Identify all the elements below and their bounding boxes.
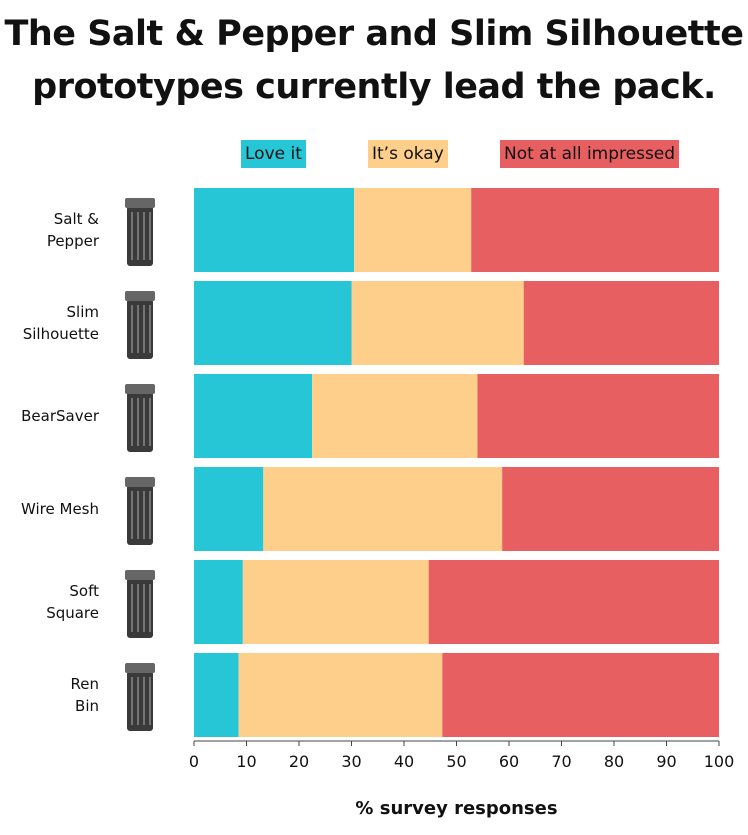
bar-slim-silhouette-not-at-all-impressed [523,281,719,365]
bar-bearsaver-it-s-okay [312,374,478,458]
trash-can-icon [125,198,155,266]
trash-can-icon [125,477,155,545]
bar-bearsaver-love-it [194,374,313,458]
bar-soft-square-not-at-all-impressed [428,560,719,644]
x-tick-label-50: 50 [446,752,466,771]
category-label-wire-mesh: Wire Mesh [21,500,99,518]
category-label-bearsaver: BearSaver [21,407,100,425]
bar-soft-square-love-it [194,560,243,644]
x-tick-label-60: 60 [499,752,519,771]
trash-can-icon [125,384,155,452]
x-tick-label-40: 40 [394,752,414,771]
x-tick-label-70: 70 [551,752,571,771]
category-label-salt-pepper: Salt & Pepper [47,210,100,250]
bar-salt-pepper-not-at-all-impressed [471,188,719,272]
legend-not-impressed: Not at all impressed [500,140,680,168]
bar-ren-bin-it-s-okay [238,653,443,737]
bar-soft-square-it-s-okay [242,560,429,644]
category-label-slim-silhouette: Slim Silhouette [23,303,99,343]
chart-title: The Salt & Pepper and Slim Silhouette pr… [0,8,748,114]
x-tick-label-10: 10 [236,752,256,771]
bar-wire-mesh-it-s-okay [263,467,503,551]
x-axis-label: % survey responses [355,798,558,819]
title-line-1: The Salt & Pepper and Slim Silhouette [4,14,745,54]
x-tick-label-30: 30 [341,752,361,771]
x-tick-label-80: 80 [604,752,624,771]
category-label-ren-bin: Ren Bin [71,675,99,715]
bar-ren-bin-not-at-all-impressed [442,653,719,737]
bar-slim-silhouette-love-it [194,281,352,365]
trash-can-icon [125,663,155,731]
x-tick-label-20: 20 [289,752,309,771]
bar-bearsaver-not-at-all-impressed [477,374,719,458]
category-label-soft-square: Soft Square [46,582,99,622]
bar-wire-mesh-love-it [194,467,264,551]
legend-its-okay: It’s okay [368,140,448,168]
x-tick-label-100: 100 [704,752,735,771]
legend-love-it: Love it [241,140,306,168]
x-tick-label-0: 0 [189,752,199,771]
x-tick-label-90: 90 [656,752,676,771]
title-line-2: prototypes currently lead the pack. [32,67,716,107]
trash-can-icon [125,570,155,638]
trash-can-icon [125,291,155,359]
bar-ren-bin-love-it [194,653,239,737]
bar-salt-pepper-love-it [194,188,355,272]
bar-slim-silhouette-it-s-okay [351,281,524,365]
bar-wire-mesh-not-at-all-impressed [502,467,719,551]
bar-salt-pepper-it-s-okay [354,188,472,272]
